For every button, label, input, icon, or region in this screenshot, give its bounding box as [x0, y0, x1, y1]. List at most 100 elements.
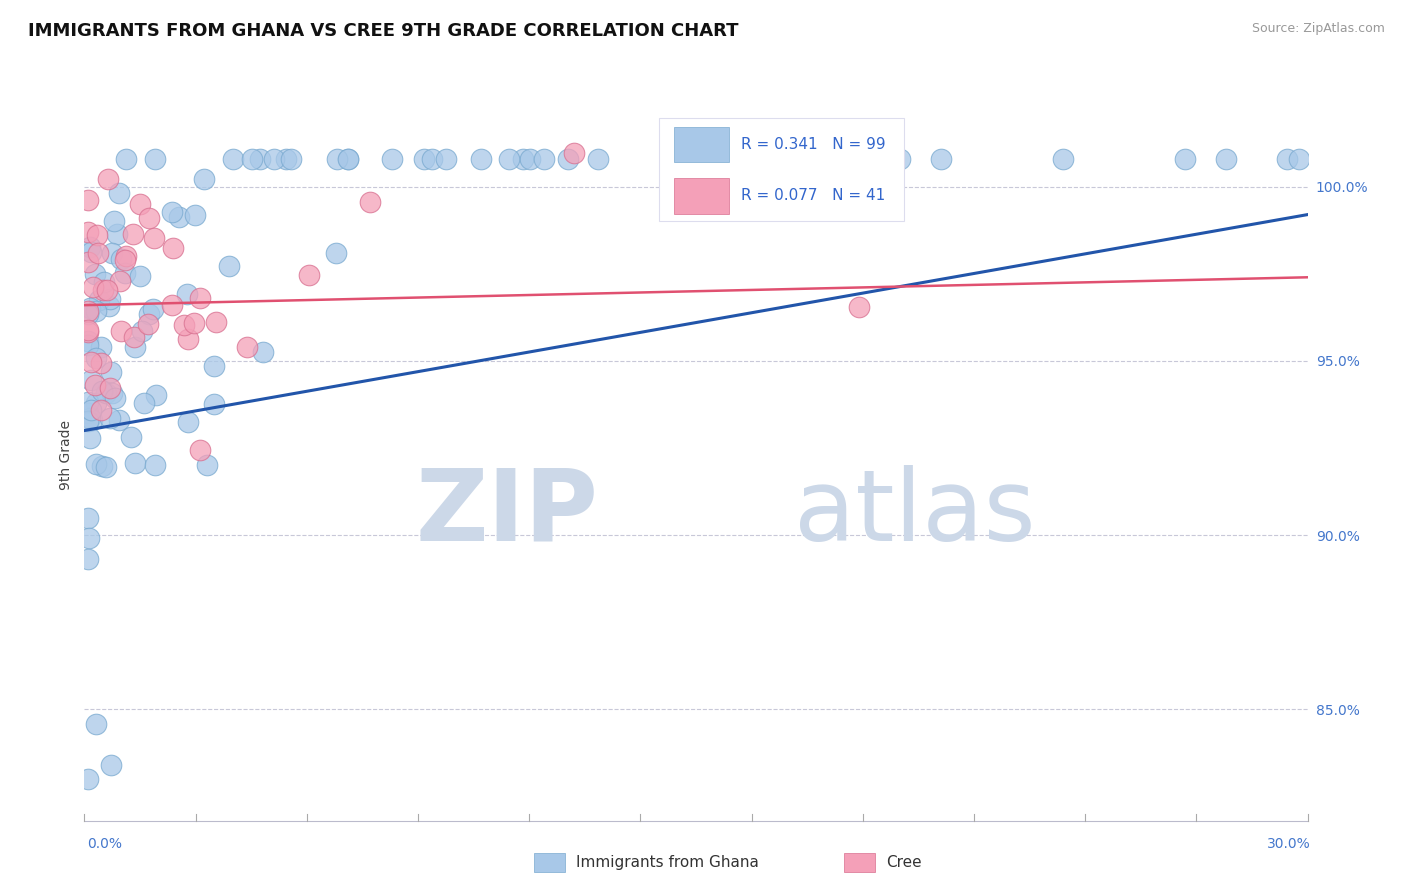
Point: [87, 245, 110, 260]
Point: [77, 304, 100, 318]
Point: [326, 152, 349, 166]
Point: [134, 396, 156, 410]
Point: [236, 340, 259, 354]
Point: [114, 253, 136, 268]
Point: [204, 315, 226, 329]
Point: [91, 458, 114, 473]
Point: [94, 385, 117, 400]
Point: [110, 252, 132, 266]
Point: [101, 246, 124, 260]
Point: [336, 152, 359, 166]
Point: [562, 145, 585, 160]
Point: [77, 406, 100, 420]
Point: [129, 197, 152, 211]
Point: [195, 458, 218, 473]
Point: [434, 152, 457, 166]
Point: [84, 457, 107, 471]
Point: [91, 283, 114, 297]
Point: [98, 299, 121, 313]
Point: [122, 227, 145, 241]
Point: [498, 152, 520, 166]
Point: [84, 267, 107, 281]
Point: [80, 245, 103, 260]
Point: [108, 413, 131, 427]
Point: [1277, 152, 1299, 166]
Point: [84, 351, 107, 365]
Point: [90, 340, 112, 354]
Point: [519, 152, 541, 166]
Point: [1174, 152, 1197, 166]
FancyBboxPatch shape: [673, 128, 728, 162]
Point: [173, 318, 195, 333]
Point: [470, 152, 492, 166]
Point: [96, 459, 118, 474]
Point: [128, 269, 150, 284]
Point: [143, 231, 166, 245]
Point: [79, 240, 101, 254]
Point: [77, 193, 100, 207]
Point: [143, 152, 166, 166]
Point: [533, 152, 555, 166]
Point: [84, 396, 107, 410]
Point: [84, 378, 107, 392]
Point: [107, 227, 129, 241]
Point: [412, 152, 434, 166]
Point: [108, 274, 131, 288]
Point: [725, 152, 748, 166]
Point: [160, 204, 183, 219]
Point: [77, 552, 100, 566]
Point: [80, 413, 103, 427]
Point: [1288, 152, 1310, 166]
Point: [114, 152, 136, 166]
Point: [80, 403, 103, 417]
Point: [77, 255, 100, 269]
Point: [280, 152, 302, 166]
Point: [183, 316, 205, 330]
Text: ZIP: ZIP: [415, 465, 598, 562]
Point: [122, 330, 145, 344]
Point: [337, 152, 360, 166]
Point: [298, 268, 321, 283]
Point: [176, 286, 198, 301]
Point: [100, 365, 122, 379]
Point: [77, 307, 100, 321]
Point: [249, 152, 271, 166]
Point: [218, 260, 240, 274]
Point: [93, 275, 115, 289]
Point: [252, 345, 274, 359]
Point: [380, 152, 402, 166]
Point: [77, 337, 100, 351]
Point: [115, 249, 138, 263]
Point: [512, 152, 534, 166]
Point: [169, 210, 191, 224]
Point: [848, 301, 870, 315]
Point: [807, 152, 830, 166]
Point: [188, 443, 211, 458]
Point: [79, 532, 101, 546]
Text: 30.0%: 30.0%: [1267, 837, 1310, 851]
Point: [98, 292, 121, 306]
Point: [108, 186, 131, 200]
Point: [90, 403, 112, 417]
Point: [100, 757, 122, 772]
Point: [84, 717, 107, 731]
Text: atlas: atlas: [794, 465, 1035, 562]
Point: [79, 431, 101, 445]
Point: [202, 397, 225, 411]
Point: [184, 208, 207, 222]
Point: [77, 395, 100, 409]
Point: [100, 386, 122, 401]
Point: [1052, 152, 1074, 166]
Text: R = 0.341   N = 99: R = 0.341 N = 99: [741, 137, 886, 153]
Point: [97, 172, 120, 186]
Point: [138, 211, 160, 226]
Point: [142, 302, 165, 317]
Point: [82, 280, 104, 294]
Point: [77, 334, 100, 348]
Point: [160, 298, 183, 312]
Point: [80, 373, 103, 387]
Point: [276, 152, 298, 166]
Point: [188, 291, 211, 305]
Point: [80, 355, 103, 369]
Point: [91, 384, 114, 398]
